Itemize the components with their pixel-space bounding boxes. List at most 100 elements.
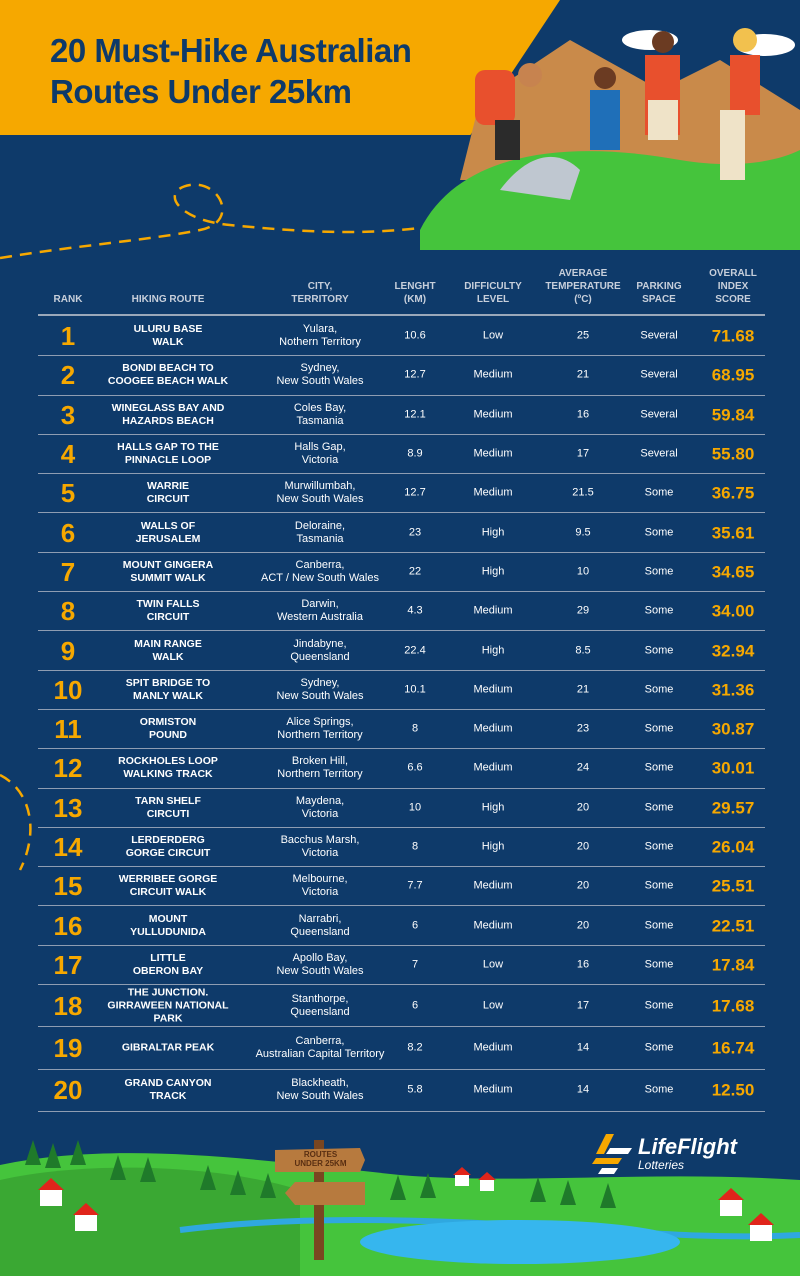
landscape-illustration [0, 1140, 800, 1276]
cell-temperature: 25 [576, 329, 590, 342]
cell-length: 10.6 [404, 329, 426, 342]
cell-route: ORMISTON POUND [139, 716, 197, 742]
cell-parking: Several [640, 408, 678, 421]
cell-score: 34.00 [711, 601, 755, 621]
cell-route: MAIN RANGE WALK [134, 637, 202, 663]
cell-difficulty: Medium [473, 447, 513, 460]
cell-rank: 8 [60, 596, 76, 627]
title-banner [0, 0, 560, 135]
lifeflight-logo-icon [592, 1134, 632, 1174]
table-row: 5 WARRIE CIRCUIT Murwillumbah, New South W… [38, 474, 765, 514]
cell-city: Sydney, New South Wales [276, 362, 364, 388]
cell-parking: Several [640, 447, 678, 460]
cell-temperature: 23 [576, 722, 590, 735]
cell-temperature: 24 [576, 761, 590, 774]
cell-temperature: 20 [576, 919, 590, 932]
cell-rank: 15 [53, 871, 83, 902]
cell-difficulty: Medium [473, 919, 513, 932]
cell-score: 71.68 [711, 326, 755, 346]
cell-temperature: 17 [576, 999, 590, 1012]
table-row: 7 MOUNT GINGERA SUMMIT WALK Canberra, ACT … [38, 553, 765, 593]
cell-city: Alice Springs, Northern Territory [277, 716, 363, 742]
cell-difficulty: High [481, 644, 505, 657]
cell-city: Stanthorpe, Queensland [290, 992, 350, 1018]
cell-score: 12.50 [711, 1080, 755, 1100]
header-length: LENGHT (KM) [394, 281, 436, 305]
cell-rank: 3 [60, 399, 76, 430]
cell-difficulty: High [481, 801, 505, 814]
cell-length: 5.8 [407, 1083, 423, 1096]
cell-route: WERRIBEE GORGE CIRCUIT WALK [118, 873, 218, 899]
cell-route: WALLS OF JERUSALEM [135, 519, 201, 545]
cell-route: HALLS GAP TO THE PINNACLE LOOP [117, 441, 219, 467]
cell-temperature: 21 [576, 368, 590, 381]
cell-difficulty: High [481, 565, 505, 578]
cell-parking: Some [644, 644, 674, 657]
cell-difficulty: High [481, 526, 505, 539]
cell-city: Coles Bay, Tasmania [293, 401, 347, 427]
cell-city: Deloraine, Tasmania [294, 519, 346, 545]
cell-route: MOUNT GINGERA SUMMIT WALK [122, 558, 214, 584]
cell-length: 8 [411, 722, 419, 735]
cell-temperature: 17 [576, 447, 590, 460]
table-row: 4 HALLS GAP TO THE PINNACLE LOOP Halls Gap… [38, 435, 765, 475]
cell-score: 31.36 [711, 680, 755, 700]
cell-city: Bacchus Marsh, Victoria [280, 834, 360, 859]
cell-rank: 17 [53, 949, 83, 980]
header-route: HIKING ROUTE [131, 294, 205, 305]
table-row: 15 WERRIBEE GORGE CIRCUIT WALK Melbourne, … [38, 867, 765, 907]
hikers-illustration [420, 28, 800, 250]
cell-score: 17.68 [711, 996, 755, 1016]
cell-rank: 20 [53, 1075, 83, 1106]
table-row: 18 THE JUNCTION. GIRRAWEEN NATIONAL PARK S… [38, 985, 765, 1028]
cell-rank: 12 [53, 753, 83, 784]
cell-route: BONDI BEACH TO COOGEE BEACH WALK [107, 362, 229, 388]
table-row: 12 ROCKHOLES LOOP WALKING TRACK Broken Hil… [38, 749, 765, 789]
cell-parking: Several [640, 329, 678, 342]
cell-temperature: 20 [576, 840, 590, 853]
logo-name: LifeFlight [638, 1134, 737, 1159]
cell-city: Jindabyne, Queensland [290, 637, 350, 663]
cell-score: 25.51 [711, 876, 755, 896]
cell-rank: 1 [60, 321, 76, 352]
cell-city: Yulara, Nothern Territory [279, 323, 361, 349]
cell-score: 55.80 [711, 444, 755, 464]
cell-difficulty: Medium [473, 408, 513, 421]
cell-score: 26.04 [711, 837, 755, 857]
lifeflight-logo: LifeFlight Lotteries [592, 1132, 737, 1176]
cell-parking: Some [644, 722, 674, 735]
cell-score: 22.51 [711, 916, 755, 936]
cell-temperature: 8.5 [575, 644, 591, 657]
cell-difficulty: Medium [473, 761, 513, 774]
cell-parking: Some [644, 840, 674, 853]
ranking-table: 1 ULURU BASE WALK Yulara, Nothern Territor… [38, 317, 765, 1112]
table-row: 16 MOUNT YULLUDUNIDA Narrabri, Queensland 6… [38, 906, 765, 946]
page-title: 20 Must-Hike Australian Routes Under 25k… [50, 32, 412, 110]
cell-route: ULURU BASE WALK [133, 323, 203, 349]
header-parking: PARKING SPACE [636, 281, 682, 305]
cell-length: 8.2 [407, 1041, 423, 1054]
cell-route: THE JUNCTION. GIRRAWEEN NATIONAL PARK [107, 986, 229, 1025]
cell-length: 6 [411, 919, 419, 932]
cell-route: TARN SHELF CIRCUTI [135, 794, 201, 820]
cell-length: 22.4 [404, 644, 426, 657]
header-difficulty: DIFFICULTY LEVEL [464, 281, 522, 305]
cell-rank: 4 [60, 439, 76, 470]
cell-temperature: 16 [576, 958, 590, 971]
cell-difficulty: Medium [473, 368, 513, 381]
cell-difficulty: Medium [473, 879, 513, 892]
cell-route: GIBRALTAR PEAK [121, 1041, 215, 1054]
cell-difficulty: Medium [473, 486, 513, 499]
cell-difficulty: Low [482, 999, 504, 1012]
header-score: OVERALL INDEX SCORE [709, 268, 757, 305]
table-row: 13 TARN SHELF CIRCUTI Maydena, Victoria 10 H… [38, 789, 765, 828]
cell-temperature: 21.5 [572, 486, 594, 499]
table-row: 9 MAIN RANGE WALK Jindabyne, Queensland 22.… [38, 631, 765, 671]
cell-rank: 16 [53, 910, 83, 941]
cell-difficulty: Medium [473, 1083, 513, 1096]
cell-city: Canberra, Australian Capital Territory [255, 1034, 385, 1060]
cell-city: Canberra, ACT / New South Wales [261, 558, 379, 584]
table-row: 20 GRAND CANYON TRACK Blackheath, New Sout… [38, 1070, 765, 1112]
cell-city: Murwillumbah, New South Wales [276, 480, 364, 506]
cell-length: 12.7 [404, 368, 426, 381]
